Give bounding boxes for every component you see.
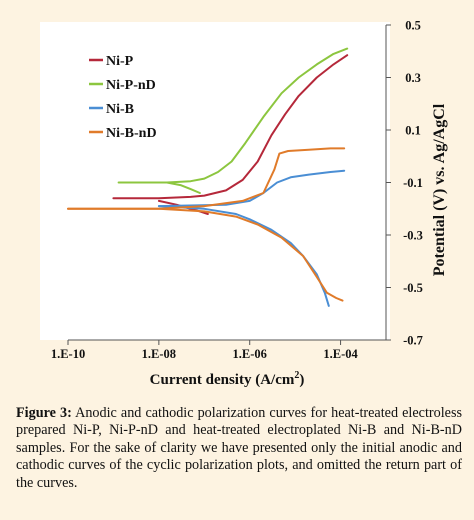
y-tick-label: -0.7 [403,334,423,348]
legend-label-ni-p-nd: Ni-P-nD [106,78,156,93]
caption-lead: Figure 3: [16,405,72,421]
legend-label-ni-b: Ni-B [106,102,134,117]
x-tick-label: 1.E-10 [51,347,85,361]
x-tick-label: 1.E-06 [233,347,267,361]
legend-label-ni-b-nd: Ni-B-nD [106,126,157,141]
figure-caption: Figure 3: Anodic and cathodic polarizati… [16,405,462,492]
y-ticks: 0.5 0.3 0.1 -0.1 -0.3 -0.5 -0.7 [386,19,423,348]
legend: Ni-P Ni-P-nD Ni-B Ni-B-nD [89,54,157,141]
chart-curves [67,47,349,307]
legend-label-ni-p: Ni-P [106,54,134,69]
x-ticks: 1.E-10 1.E-08 1.E-06 1.E-04 [51,340,359,361]
plot-area [40,22,390,340]
ni-b-nd-cathodic-curve [67,207,344,302]
ni-b-anodic-curve [157,169,346,208]
y-axis-label: Potential (V) vs. Ag/AgCl [431,103,448,276]
polarization-chart: 1.E-10 1.E-08 1.E-06 1.E-04 0.5 0.3 0.1 -0.1 -0… [40,19,448,388]
x-axis-label: Current density (A/cm2) [150,370,305,388]
x-tick-label: 1.E-04 [323,347,358,361]
ni-p-anodic-curve [112,54,349,200]
caption-text: Anodic and cathodic polarization curves … [16,405,462,491]
ni-p-nd-cathodic-curve [165,181,201,194]
ni-p-nd-anodic-curve [117,47,349,184]
ni-b-nd-anodic-curve [67,147,346,210]
y-tick-label: 0.3 [405,71,421,85]
x-tick-label: 1.E-08 [142,347,176,361]
y-tick-label: 0.1 [405,124,421,138]
y-tick-label: -0.3 [403,229,423,243]
y-tick-label: -0.1 [403,176,423,190]
y-tick-label: 0.5 [405,19,421,33]
y-tick-label: -0.5 [403,281,423,295]
